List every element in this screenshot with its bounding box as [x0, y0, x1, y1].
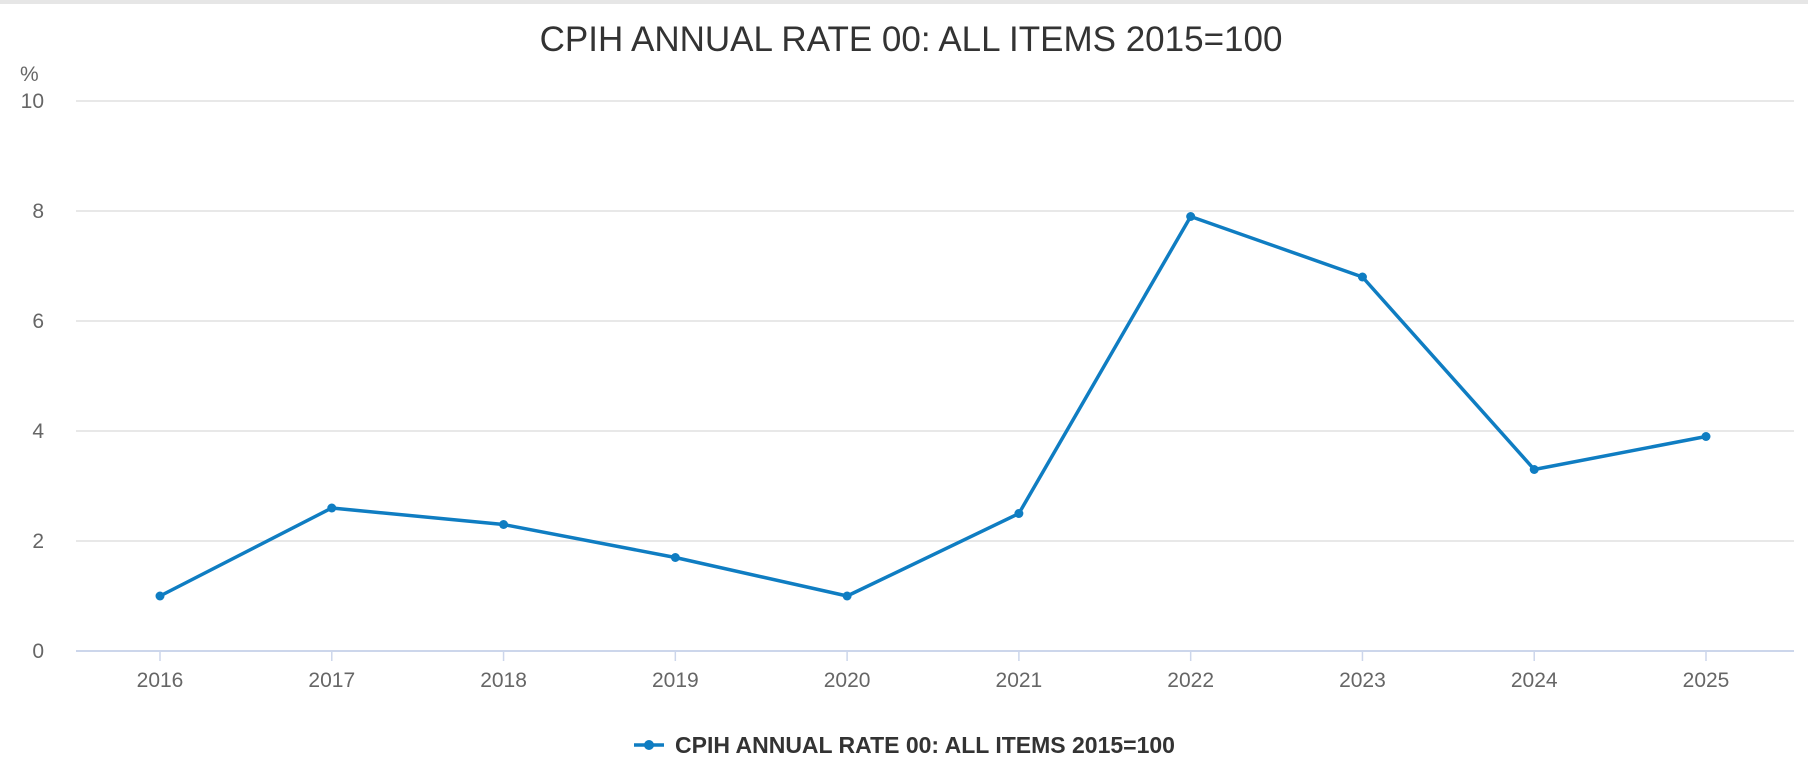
- data-point-2021[interactable]: [1014, 509, 1024, 518]
- legend-item[interactable]: CPIH ANNUAL RATE 00: ALL ITEMS 2015=100: [634, 732, 1175, 758]
- x-tick-label: 2025: [1683, 669, 1730, 692]
- x-tick-label: 2018: [480, 669, 527, 692]
- legend-label: CPIH ANNUAL RATE 00: ALL ITEMS 2015=100: [675, 732, 1175, 758]
- series-line: [158, 214, 1708, 598]
- x-tick-label: 2024: [1511, 669, 1558, 692]
- series-layer: [155, 212, 1711, 601]
- legend[interactable]: CPIH ANNUAL RATE 00: ALL ITEMS 2015=100: [634, 732, 1175, 758]
- top-border: [0, 0, 1808, 4]
- x-tick-label: 2017: [308, 669, 355, 692]
- data-point-2025[interactable]: [1701, 432, 1711, 441]
- y-tick-label: 8: [32, 200, 44, 223]
- x-tick-label: 2022: [1167, 669, 1214, 692]
- y-tick-label: 4: [32, 420, 44, 443]
- x-tick-label: 2021: [996, 669, 1043, 692]
- data-point-2020[interactable]: [842, 591, 852, 601]
- data-point-2019[interactable]: [670, 553, 680, 562]
- data-point-2016[interactable]: [155, 591, 165, 601]
- x-tick-label: 2023: [1339, 669, 1386, 692]
- y-axis-ticks: 0 2 4 6 8 10: [21, 90, 45, 663]
- chart-title: CPIH ANNUAL RATE 00: ALL ITEMS 2015=100: [540, 20, 1283, 59]
- x-tick-label: 2020: [824, 669, 871, 692]
- data-point-2022[interactable]: [1186, 212, 1196, 221]
- y-axis-unit-label: %: [20, 63, 39, 86]
- y-tick-label: 2: [32, 530, 44, 553]
- data-point-2024[interactable]: [1529, 465, 1539, 474]
- y-tick-label: 0: [32, 640, 44, 663]
- data-point-2017[interactable]: [327, 503, 337, 513]
- x-tick-label: 2016: [137, 669, 184, 692]
- y-tick-label: 10: [21, 90, 44, 113]
- data-point-2023[interactable]: [1357, 272, 1367, 282]
- gridlines: [76, 100, 1794, 542]
- data-point-2018[interactable]: [499, 520, 509, 529]
- x-tick-label: 2019: [652, 669, 699, 692]
- y-tick-label: 6: [32, 310, 44, 333]
- x-axis: 2016 2017 2018 2019 2020 2021 2022 2023 2024 2025: [76, 650, 1794, 692]
- legend-point-marker: [644, 740, 654, 750]
